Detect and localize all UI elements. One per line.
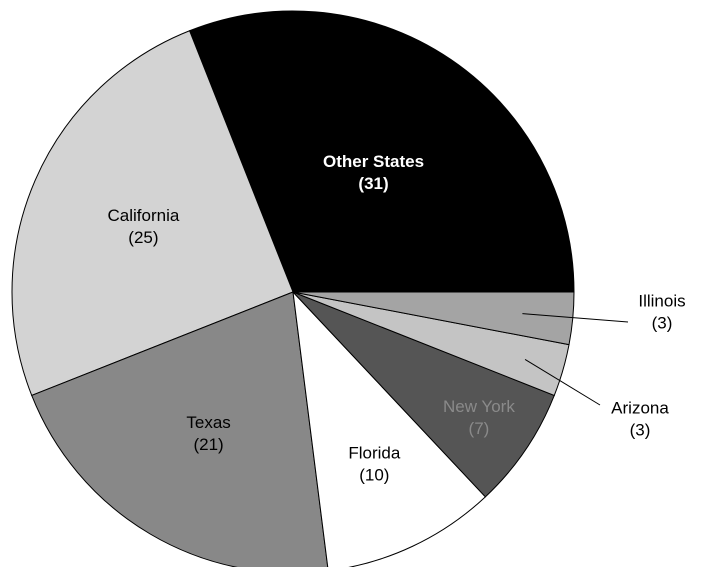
slice-label: California: [108, 206, 180, 225]
pie-slice: [188, 10, 575, 293]
slice-label: Arizona: [611, 398, 669, 417]
pie-slice: [292, 290, 487, 567]
leader-line: [524, 358, 601, 406]
slice-value-label: (21): [193, 435, 223, 454]
pie-slice: [292, 291, 575, 346]
pie-slice: [31, 291, 329, 567]
slice-label: Florida: [348, 443, 401, 462]
slice-label: Illinois: [638, 291, 685, 310]
slice-value-label: (3): [630, 420, 651, 439]
slice-label: Texas: [186, 413, 230, 432]
slice-value-label: (31): [358, 174, 388, 193]
pie-slice: [11, 30, 294, 397]
leader-line: [522, 313, 629, 323]
slice-label: New York: [443, 397, 515, 416]
slice-value-label: (25): [128, 228, 158, 247]
slice-value-label: (3): [652, 313, 673, 332]
slice-value-label: (10): [359, 465, 389, 484]
slice-label: Other States: [323, 152, 424, 171]
pie-slice: [292, 291, 555, 498]
slice-value-label: (7): [469, 419, 490, 438]
